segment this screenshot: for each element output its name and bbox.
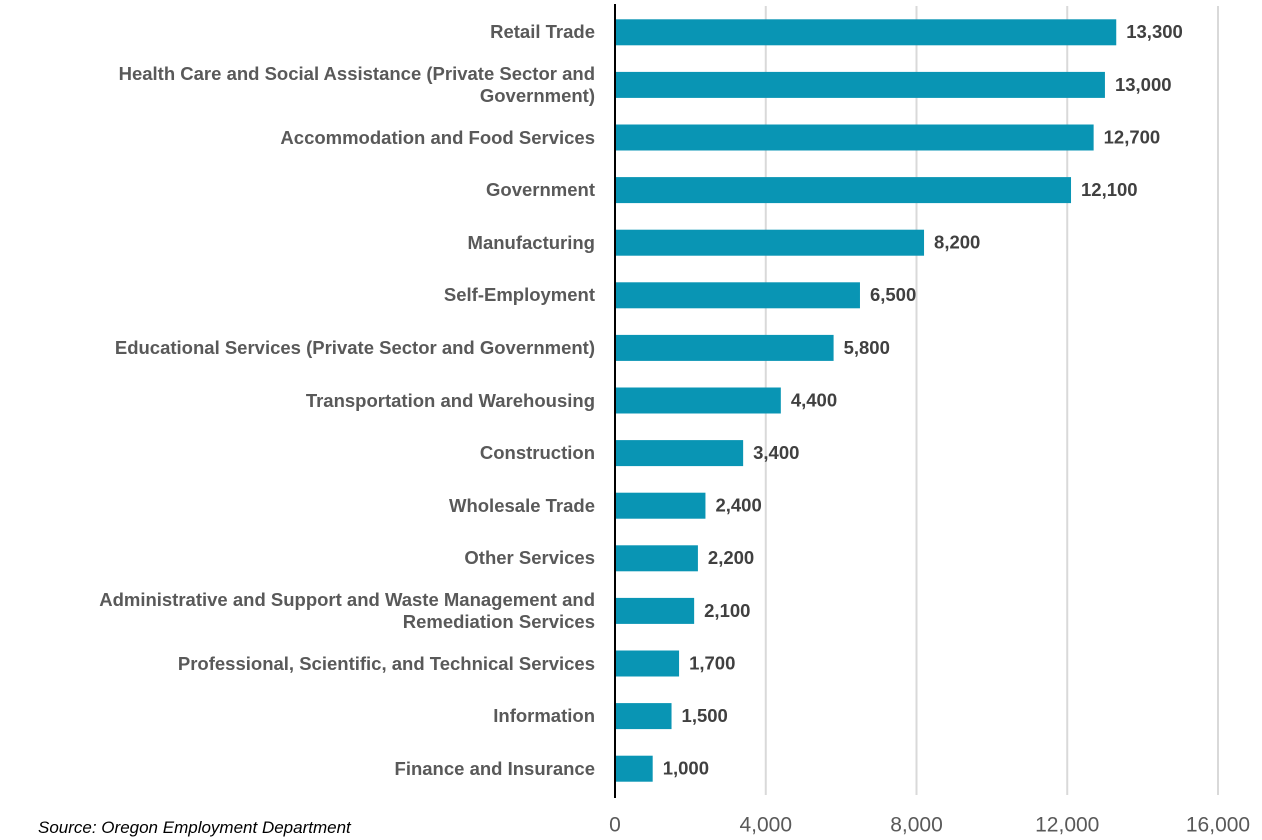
category-label: Educational Services (Private Sector and… — [114, 336, 595, 358]
x-tick-label: 12,000 — [1035, 814, 1099, 837]
bar — [615, 71, 1105, 98]
value-label: 1,500 — [682, 705, 728, 726]
bar — [615, 229, 925, 256]
value-label: 12,700 — [1104, 126, 1161, 147]
value-label: 13,300 — [1126, 21, 1183, 42]
x-tick-label: 4,000 — [739, 814, 792, 837]
category-label: Manufacturing — [467, 231, 595, 253]
category-label: Other Services — [464, 547, 595, 569]
bar — [615, 177, 1072, 204]
category-label: Health Care and Social Assistance (Priva… — [118, 62, 595, 106]
value-label: 2,100 — [704, 600, 750, 621]
value-label: 4,400 — [791, 389, 837, 410]
bar — [615, 282, 860, 309]
bar — [615, 124, 1094, 151]
category-label: Administrative and Support and Waste Man… — [99, 588, 595, 632]
category-label: Accommodation and Food Services — [280, 126, 595, 148]
category-label: Government — [486, 179, 595, 201]
bar — [615, 545, 698, 572]
x-tick-label: 8,000 — [890, 814, 943, 837]
bar — [615, 440, 744, 467]
x-tick-label: 0 — [609, 814, 621, 837]
bar — [615, 334, 834, 361]
value-label: 1,000 — [663, 758, 709, 779]
bar — [615, 597, 695, 624]
value-label: 5,800 — [844, 337, 890, 358]
bar — [615, 650, 680, 677]
x-tick-label: 16,000 — [1186, 814, 1250, 837]
bar — [615, 703, 672, 730]
category-label: Construction — [479, 442, 595, 464]
value-label: 8,200 — [934, 232, 980, 253]
source-note: Source: Oregon Employment Department — [38, 818, 351, 837]
category-label: Finance and Insurance — [394, 757, 595, 779]
category-label: Transportation and Warehousing — [305, 389, 595, 411]
category-label: Professional, Scientific, and Technical … — [177, 652, 595, 674]
bar — [615, 492, 706, 519]
value-label: 3,400 — [753, 442, 799, 463]
value-label: 2,400 — [715, 495, 761, 516]
bar — [615, 387, 781, 414]
value-label: 2,200 — [708, 547, 754, 568]
bar — [615, 755, 653, 782]
value-label: 12,100 — [1081, 179, 1138, 200]
category-label: Wholesale Trade — [449, 494, 595, 516]
value-label: 6,500 — [870, 284, 916, 305]
category-label: Self-Employment — [443, 284, 595, 306]
category-label: Retail Trade — [490, 21, 595, 43]
value-label: 1,700 — [689, 652, 735, 673]
category-label: Information — [493, 705, 595, 727]
bar — [615, 19, 1117, 46]
value-label: 13,000 — [1115, 74, 1172, 95]
